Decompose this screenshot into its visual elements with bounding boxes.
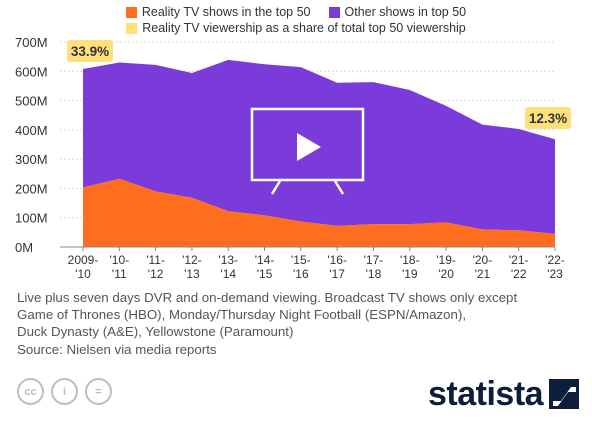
x-tick-label: '14- <box>255 253 275 267</box>
statista-logo-icon <box>549 379 580 409</box>
x-tick-label: '16- <box>327 253 347 267</box>
y-tick-label: 300M <box>15 152 48 167</box>
x-tick-label: '17 <box>329 267 345 281</box>
y-tick-label: 100M <box>15 211 48 226</box>
play-video-icon[interactable] <box>250 107 365 195</box>
share-callout-label: 12.3% <box>529 111 567 126</box>
y-tick-label: 600M <box>15 64 48 79</box>
x-tick-label: '23 <box>547 267 563 281</box>
legend-swatch-other <box>328 6 340 18</box>
brand-wordmark: statista <box>428 375 544 413</box>
legend-item-reality: Reality TV shows in the top 50 <box>125 5 311 19</box>
chart-notes: Live plus seven days DVR and on-demand v… <box>17 289 587 358</box>
x-tick-label: '15- <box>291 253 311 267</box>
share-callout-box <box>525 107 571 129</box>
x-tick-label: '18- <box>400 253 420 267</box>
chart: 0M 100M 200M 300M 400M 500M 600M 700M 2009-'10 '… <box>15 35 571 281</box>
x-tick-label: '15 <box>257 267 273 281</box>
y-tick-label: 0M <box>15 240 33 255</box>
x-tick-label: '10 <box>75 267 91 281</box>
y-tick-label: 700M <box>15 35 48 50</box>
x-tick-label: '19 <box>402 267 418 281</box>
y-axis: 0M 100M 200M 300M 400M 500M 600M 700M <box>15 35 48 255</box>
no-derivatives-icon[interactable]: = <box>85 378 112 405</box>
x-tick-label: '18 <box>366 267 382 281</box>
note-line: Duck Dynasty (A&E), Yellowstone (Paramou… <box>17 324 294 339</box>
legend-swatch-share <box>126 22 138 34</box>
x-tick-label: '19- <box>436 253 456 267</box>
y-tick-label: 400M <box>15 123 48 138</box>
x-axis: 2009-'10 '10-'11 '11-'12 '12-'13 '13-'14 '14-… <box>68 247 565 281</box>
share-annotations: 33.9% 12.3% <box>67 40 571 129</box>
x-tick-label: '16 <box>293 267 309 281</box>
x-tick-label: '10- <box>109 253 129 267</box>
share-callout-box <box>67 40 113 62</box>
statista-logo[interactable]: statista <box>428 375 580 413</box>
attribution-icon[interactable]: i <box>51 378 78 405</box>
x-tick-label: '21 <box>475 267 491 281</box>
x-tick-label: '20- <box>473 253 493 267</box>
x-tick-label: '13 <box>184 267 200 281</box>
x-tick-label: '12 <box>148 267 164 281</box>
x-tick-label: 2009- <box>68 253 99 267</box>
legend-label-other: Other shows in top 50 <box>344 5 467 19</box>
legend-item-share: Reality TV viewership as a share of tota… <box>126 21 466 35</box>
license-icons: cc i = <box>17 378 119 405</box>
x-tick-label: '12- <box>182 253 202 267</box>
share-callout-label: 33.9% <box>71 44 109 59</box>
legend-item-other: Other shows in top 50 <box>328 5 467 19</box>
x-tick-label: '11- <box>146 253 165 267</box>
x-tick-label: '22- <box>545 253 565 267</box>
y-tick-label: 500M <box>15 94 48 109</box>
legend-label-share: Reality TV viewership as a share of tota… <box>142 21 466 35</box>
x-tick-label: '11 <box>112 267 127 281</box>
x-tick-label: '20 <box>438 267 454 281</box>
y-tick-label: 200M <box>15 181 48 196</box>
x-tick-label: '17- <box>364 253 384 267</box>
area-reality-shows <box>83 178 555 247</box>
x-tick-label: '22 <box>511 267 527 281</box>
source-text: Source: Nielsen via media reports <box>17 342 217 357</box>
note-line: Live plus seven days DVR and on-demand v… <box>17 290 518 305</box>
x-tick-label: '13- <box>218 253 238 267</box>
legend-label-reality: Reality TV shows in the top 50 <box>141 5 311 19</box>
x-tick-label: '21- <box>509 253 529 267</box>
note-line: Game of Thrones (HBO), Monday/Thursday N… <box>17 307 467 322</box>
cc-icon[interactable]: cc <box>17 378 44 405</box>
legend-swatch-reality <box>125 6 137 18</box>
x-tick-label: '14 <box>220 267 236 281</box>
legend: Reality TV shows in the top 50 Other sho… <box>0 4 592 36</box>
